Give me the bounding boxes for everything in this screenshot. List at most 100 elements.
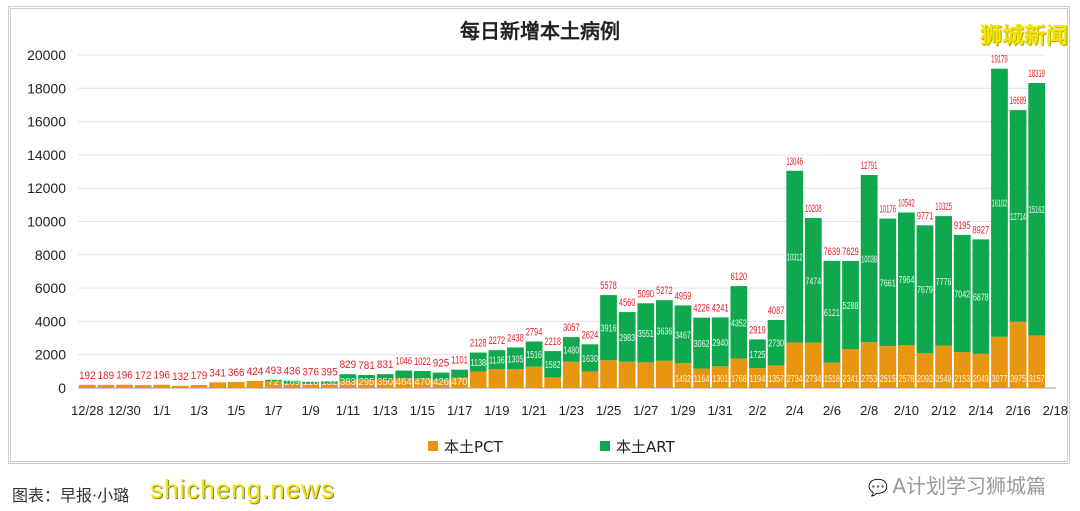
total-label: 831 xyxy=(377,359,394,371)
total-label: 7639 xyxy=(824,246,841,258)
total-label: 781 xyxy=(358,360,375,372)
bar-art xyxy=(414,370,431,379)
bar-art xyxy=(842,260,859,350)
pct-label: 2578 xyxy=(899,374,915,385)
y-tick-label: 2000 xyxy=(35,347,66,363)
total-label: 395 xyxy=(321,366,338,378)
art-label: 6878 xyxy=(973,293,989,304)
bar-pct xyxy=(451,377,468,388)
art-label: 10312 xyxy=(787,253,803,264)
pct-label: 2515 xyxy=(880,374,896,385)
pct-label: 3975 xyxy=(1010,374,1026,385)
x-tick-label: 2/10 xyxy=(894,403,919,418)
bar-art xyxy=(823,260,841,363)
total-label: 9771 xyxy=(917,210,934,222)
bar-pct xyxy=(804,342,822,388)
y-tick-label: 4000 xyxy=(35,313,66,329)
x-tick-label: 12/28 xyxy=(71,403,104,418)
bar-pct xyxy=(283,383,301,388)
y-tick-label: 10000 xyxy=(27,214,66,230)
bar-art xyxy=(898,212,915,346)
art-label: 1725 xyxy=(750,350,766,361)
bar-art xyxy=(265,379,282,381)
art-label: 118 xyxy=(303,377,319,388)
bar-pct xyxy=(842,349,859,388)
total-label: 829 xyxy=(340,359,357,371)
bar-pct xyxy=(246,380,264,388)
art-label: 426 xyxy=(433,377,449,388)
pct-label: 3157 xyxy=(1029,374,1045,385)
art-label: 7964 xyxy=(899,275,915,286)
bar-art xyxy=(693,317,710,369)
bar-art xyxy=(786,170,804,343)
art-label: 169 xyxy=(284,377,300,388)
bar-pct xyxy=(488,369,506,388)
total-label: 4959 xyxy=(675,290,692,302)
total-label: 1101 xyxy=(451,355,468,367)
bar-pct xyxy=(860,342,878,388)
x-tick-label: 1/13 xyxy=(372,403,397,418)
art-label: 15162 xyxy=(1029,205,1045,216)
x-tick-label: 2/8 xyxy=(860,403,878,418)
bar-pct xyxy=(339,380,357,388)
chart-frame xyxy=(8,6,1070,464)
bar-pct xyxy=(972,353,990,388)
bar-art xyxy=(618,312,636,362)
total-label: 10325 xyxy=(935,201,952,213)
total-label: 2272 xyxy=(489,335,506,347)
total-label: 10176 xyxy=(879,204,896,216)
bar-pct xyxy=(265,380,282,388)
art-label: 3916 xyxy=(601,324,617,335)
bar-pct xyxy=(786,342,804,388)
bar-art xyxy=(804,218,822,343)
art-label: 1480 xyxy=(563,345,579,356)
bar-art xyxy=(432,372,450,380)
art-label: 7661 xyxy=(880,278,896,289)
total-label: 13046 xyxy=(786,156,803,168)
bar-pct xyxy=(469,371,487,388)
total-label: 12791 xyxy=(861,160,878,172)
total-label: 10208 xyxy=(805,203,822,215)
bar-art xyxy=(749,339,766,369)
x-tick-label: 1/23 xyxy=(559,403,584,418)
bar-art xyxy=(488,350,506,370)
x-tick-label: 2/2 xyxy=(748,403,766,418)
bar-art xyxy=(283,380,301,384)
bar-pct xyxy=(209,382,226,388)
total-label: 2919 xyxy=(749,324,766,336)
x-tick-label: 1/19 xyxy=(484,403,509,418)
bar-pct xyxy=(618,361,636,388)
total-label: 5578 xyxy=(600,280,617,292)
total-label: 341 xyxy=(209,367,226,379)
pct-label: 2153 xyxy=(954,374,970,385)
bar-pct xyxy=(134,385,152,388)
bar-art xyxy=(991,68,1008,337)
bar-pct xyxy=(395,378,413,388)
total-label: 1022 xyxy=(414,356,431,368)
x-tick-label: 12/30 xyxy=(108,403,141,418)
x-tick-label: 1/7 xyxy=(264,403,282,418)
total-label: 1046 xyxy=(395,356,412,368)
bar-art xyxy=(469,352,487,372)
art-label: 6121 xyxy=(824,308,840,319)
bar-art xyxy=(376,374,394,380)
bar-pct xyxy=(935,345,952,388)
y-tick-label: 8000 xyxy=(35,247,66,263)
bar-art xyxy=(637,303,655,363)
pct-label: 2049 xyxy=(973,374,989,385)
bar-art xyxy=(395,370,413,379)
art-label: 132 xyxy=(321,377,337,388)
bar-pct xyxy=(190,385,208,388)
watermark-top: 狮城新闻 xyxy=(979,24,1068,49)
art-label: 1138 xyxy=(470,358,486,369)
total-label: 196 xyxy=(153,370,170,382)
art-label: 3636 xyxy=(657,326,673,337)
y-tick-label: 12000 xyxy=(27,180,66,196)
y-tick-label: 16000 xyxy=(27,114,66,130)
bar-pct xyxy=(432,379,450,388)
bar-art xyxy=(600,295,617,361)
art-label: 464 xyxy=(396,377,412,388)
total-label: 5272 xyxy=(656,285,673,297)
bar-pct xyxy=(749,368,766,388)
total-label: 366 xyxy=(228,367,245,379)
